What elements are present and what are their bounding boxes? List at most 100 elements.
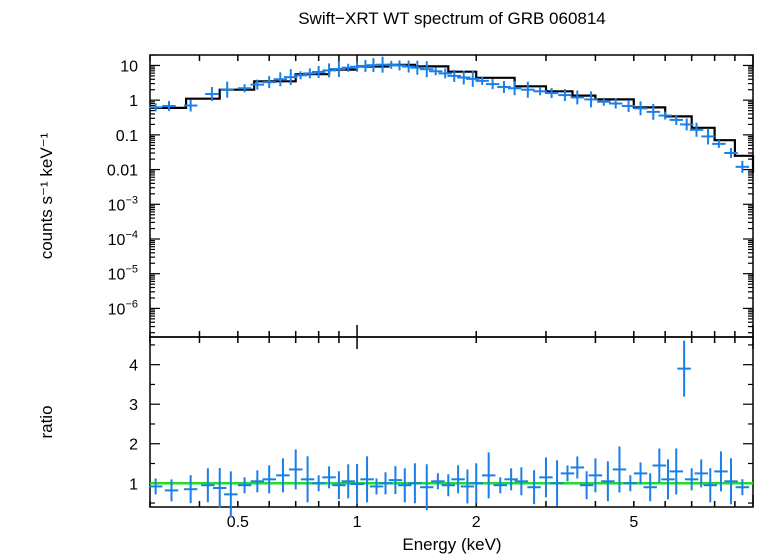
data-point [475,76,489,85]
ratio-point [735,479,750,496]
ratio-point [276,458,290,493]
data-point [311,65,326,78]
data-point [701,128,715,145]
data-point [584,91,598,108]
ratio-point [579,471,594,500]
data-point [521,81,535,98]
y-tick-label: 10−6 [108,298,138,318]
ratio-point [183,475,198,504]
ratio-point [469,463,483,504]
ratio-point [350,464,364,505]
y-tick-label: 1 [129,93,138,110]
ratio-point [669,448,683,495]
ratio-point [341,464,355,499]
ratio-point [527,470,541,505]
spectrum-y-axis-label: counts s⁻¹ keV⁻¹ [37,132,56,259]
data-point [220,81,234,98]
data-point [420,61,434,78]
data-point [401,60,416,73]
data-point [148,103,163,112]
ratio-point [612,446,627,493]
x-axis-label: Energy (keV) [402,535,501,554]
data-point [544,88,559,99]
x-tick-label: 0.5 [227,514,249,531]
ratio-point [601,461,615,502]
model-curve [150,63,755,173]
y-tick-label: 3 [129,397,138,414]
ratio-point [504,468,518,491]
ratio-y-axis-label: ratio [37,405,56,438]
x-tick-label: 2 [472,514,481,531]
y-tick-label: 0.1 [116,128,138,145]
y-tick-label: 4 [129,358,138,375]
data-point [724,148,738,159]
ratio-point [262,465,276,494]
data-point [162,100,176,111]
ratio-point [481,452,496,499]
ratio-point [677,340,691,397]
ratio-point [322,466,336,489]
ratio-point [514,467,529,496]
ratio-data-series [148,340,750,518]
ratio-point [441,474,456,497]
data-point [332,61,346,78]
ratio-point [703,468,718,503]
ratio-point [643,473,657,502]
ratio-point [212,468,227,509]
ratio-point [714,451,728,492]
data-point [457,70,471,85]
ratio-point [684,468,699,491]
ratio-point [250,470,265,493]
ratio-point [408,463,422,504]
ratio-point [460,469,475,504]
data-point [669,114,683,125]
ratio-point [369,478,384,495]
y-tick-label: 10 [120,58,138,75]
data-point [250,79,265,90]
data-point [428,67,443,76]
y-tick-label: 1 [129,476,138,493]
ratio-point [588,458,603,493]
data-point [410,60,425,75]
ratio-point [633,462,648,485]
ratio-point [237,477,252,494]
data-point [205,87,219,102]
data-point [633,101,648,116]
data-point [183,99,198,112]
x-tick-label: 1 [353,514,362,531]
data-point [322,63,336,78]
data-point [303,68,317,79]
ratio-point [652,448,667,483]
data-point [533,87,547,96]
ratio-point [570,456,585,479]
ratio-point [623,475,638,492]
data-point [558,89,572,102]
ratio-point [398,468,412,503]
ratio-point [332,471,346,500]
data-point [712,139,726,148]
data-point [621,99,636,112]
data-point [689,122,704,137]
x-tick-label: 5 [629,514,638,531]
ratio-point [420,464,434,511]
data-point [237,84,252,93]
data-point [608,98,623,109]
ratio-point [560,465,575,482]
data-point [497,80,511,93]
data-point [341,63,355,72]
ratio-point [661,459,675,500]
chart-title: Swift−XRT WT spectrum of GRB 060814 [298,9,606,28]
ratio-point [378,472,393,495]
data-point [466,70,480,87]
ratio-point [694,459,708,488]
spectrum-data-series [148,56,750,173]
ratio-point [550,460,564,507]
data-point [293,71,308,80]
ratio-point [388,466,403,495]
ratio-point [360,456,374,503]
ratio-point [451,465,465,494]
data-point [485,79,500,90]
data-point [273,72,288,87]
data-point [447,69,461,82]
